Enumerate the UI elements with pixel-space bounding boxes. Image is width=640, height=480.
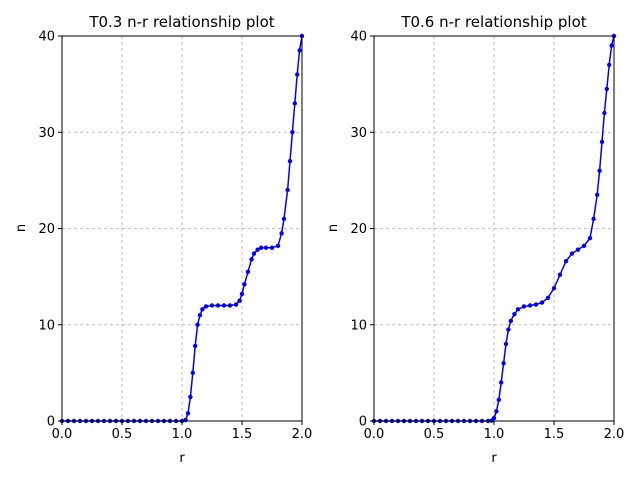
data-point: [295, 72, 300, 77]
y-tick-label: 10: [38, 318, 55, 333]
data-point: [595, 192, 600, 198]
y-ticks: 0 10 20 30 40: [350, 30, 374, 430]
data-point: [569, 251, 575, 256]
data-point: [245, 269, 251, 275]
data-point: [221, 303, 227, 308]
x-ticks: 0.0 0.5 1.0 1.5 2.0: [52, 421, 313, 442]
data-point: [591, 216, 596, 222]
data-point: [551, 285, 557, 291]
data-point: [251, 251, 257, 256]
y-tick-label: 30: [350, 126, 367, 141]
data-point: [259, 245, 264, 250]
data-point: [203, 304, 209, 309]
x-tick-label: 0.0: [52, 427, 73, 442]
chart-title: T0.3 n-r relationship plot: [88, 13, 274, 31]
x-axis-label: r: [491, 451, 497, 466]
data-point: [496, 397, 501, 403]
y-tick-label: 40: [350, 30, 367, 45]
data-point: [185, 411, 191, 416]
data-point: [292, 101, 297, 106]
data-point: [609, 43, 614, 48]
data-point: [521, 304, 527, 309]
data-point: [563, 259, 569, 264]
data-point: [188, 394, 193, 400]
y-tick-label: 30: [38, 126, 55, 141]
data-point: [290, 130, 295, 135]
x-tick-label: 2.0: [292, 427, 313, 442]
data-point: [193, 343, 198, 349]
y-ticks: 0 10 20 30 40: [38, 30, 62, 430]
data-point: [227, 303, 233, 308]
x-ticks: 0.0 0.5 1.0 1.5 2.0: [364, 421, 625, 442]
data-point: [599, 139, 605, 145]
x-tick-label: 1.5: [232, 427, 253, 442]
y-tick-label: 10: [350, 318, 367, 333]
data-point: [499, 380, 504, 385]
data-point: [494, 409, 499, 414]
data-point: [285, 187, 290, 193]
data-point: [200, 307, 205, 312]
data-point: [581, 243, 587, 249]
data-point: [279, 231, 284, 236]
data-point: [255, 247, 260, 252]
y-axis-label: n: [14, 224, 29, 232]
y-tick-label: 20: [350, 222, 367, 237]
data-point: [237, 298, 242, 303]
data-point: [501, 361, 506, 366]
data-point: [557, 272, 563, 277]
data-point: [512, 311, 517, 317]
data-point: [215, 303, 221, 308]
data-point: [239, 291, 245, 297]
data-point: [604, 86, 609, 92]
x-tick-label: 1.5: [544, 427, 565, 442]
data-point: [209, 303, 215, 308]
data-point: [491, 415, 497, 421]
y-tick-label: 0: [47, 415, 55, 430]
x-tick-label: 0.5: [112, 427, 133, 442]
data-point: [190, 370, 195, 376]
data-point: [607, 62, 612, 68]
y-tick-label: 40: [38, 30, 55, 45]
data-point: [183, 417, 188, 423]
data-point: [233, 302, 239, 307]
data-point: [242, 282, 247, 287]
data-point: [269, 245, 275, 250]
data-point: [506, 327, 511, 332]
data-point: [281, 216, 287, 222]
data-point: [575, 247, 581, 252]
data-point: [503, 341, 509, 347]
subplot-t03: T0.3 n-r relationship plot 0.0 0.5 1.0 1.5 2…: [14, 13, 312, 466]
x-tick-label: 2.0: [604, 427, 625, 442]
data-point: [297, 48, 302, 53]
x-axis-label: r: [179, 451, 185, 466]
data-point: [602, 110, 607, 116]
y-tick-label: 20: [38, 222, 55, 237]
data-point: [515, 307, 521, 312]
data-point: [197, 312, 203, 318]
data-point: [508, 318, 513, 324]
y-axis-label: n: [326, 224, 341, 232]
data-point: [527, 303, 533, 308]
data-point: [587, 235, 593, 241]
data-point: [533, 302, 539, 307]
y-tick-label: 0: [359, 415, 367, 430]
data-point: [545, 295, 551, 300]
x-tick-label: 0.5: [424, 427, 445, 442]
chart-title: T0.6 n-r relationship plot: [400, 13, 586, 31]
data-point: [195, 322, 200, 327]
data-point: [263, 245, 269, 250]
data-point: [275, 243, 281, 249]
data-point: [249, 257, 254, 262]
subplot-t06: T0.6 n-r relationship plot 0.0 0.5 1.0 1.5 2…: [326, 13, 624, 466]
x-tick-label: 0.0: [364, 427, 385, 442]
data-point: [287, 158, 293, 164]
data-point: [597, 168, 602, 173]
x-tick-label: 1.0: [484, 427, 505, 442]
data-point: [539, 300, 545, 305]
x-tick-label: 1.0: [172, 427, 193, 442]
